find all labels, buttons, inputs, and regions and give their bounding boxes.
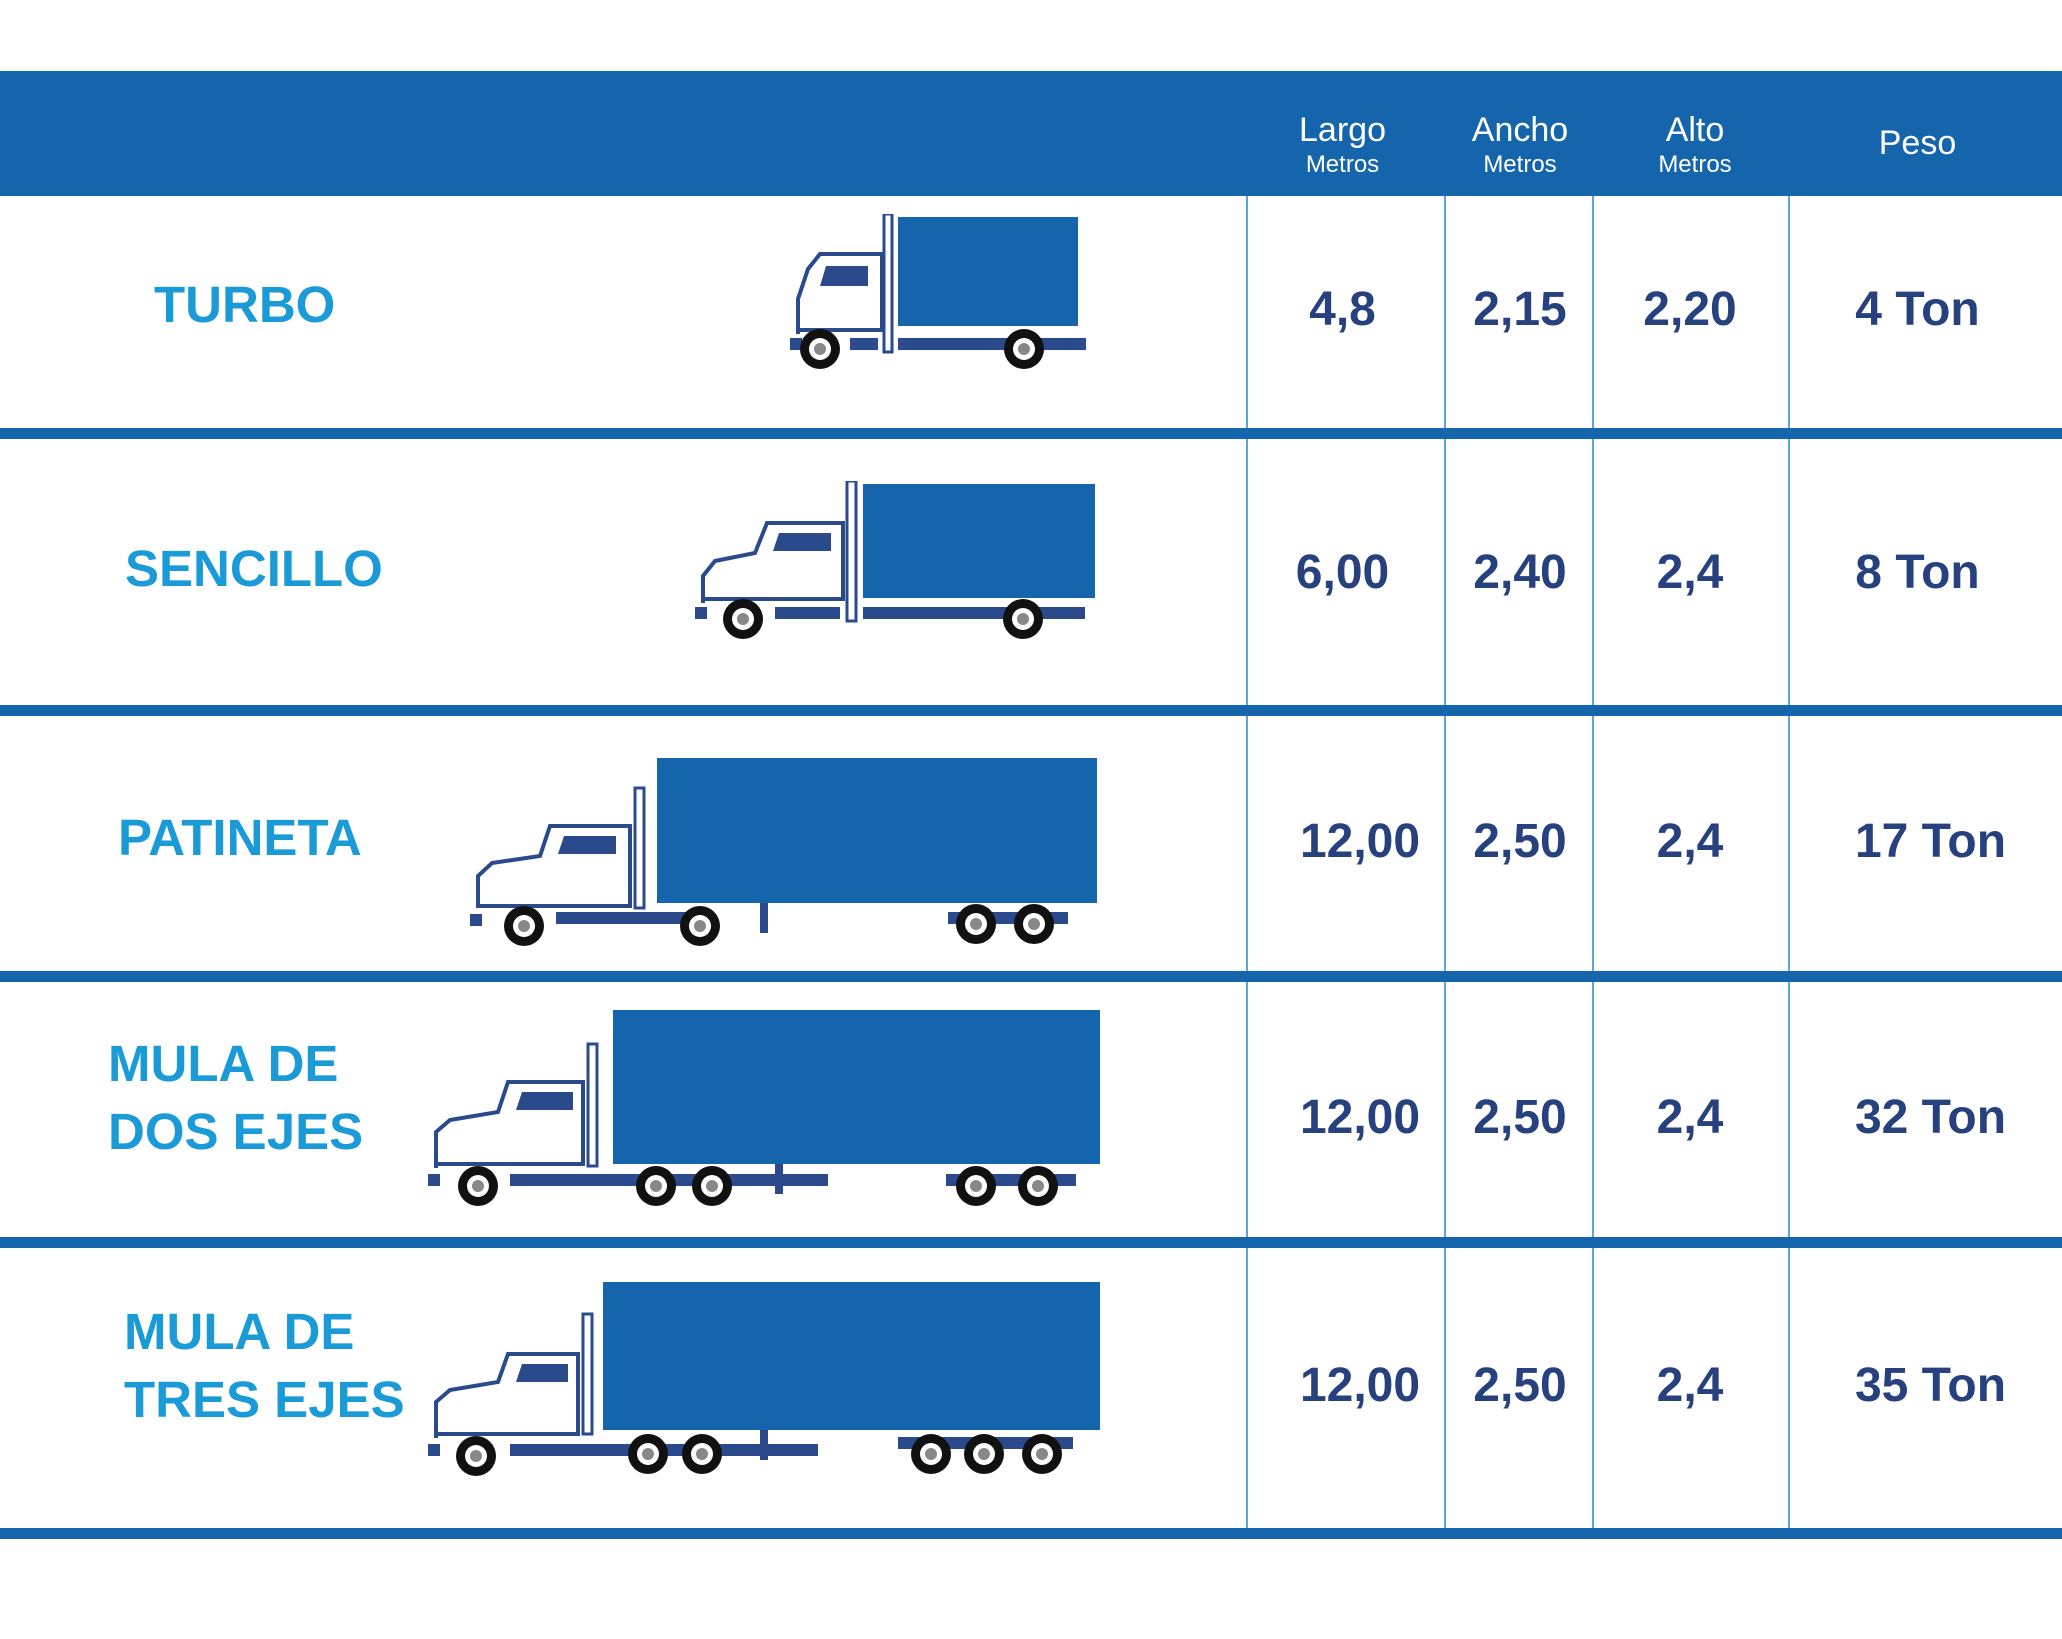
vehicle-name: TURBO: [154, 276, 336, 333]
header-alto: Alto Metros: [1658, 111, 1732, 178]
column-divider: [1444, 196, 1446, 1528]
vehicle-name: MULA DE TRES EJES: [124, 1303, 405, 1428]
peso-value: 8 Ton: [1855, 546, 1980, 599]
table-header: Largo Metros Ancho Metros Alto Metros Pe…: [0, 71, 2062, 196]
peso-value: 35 Ton: [1854, 1359, 2007, 1412]
vehicle-name: MULA DE DOS EJES: [108, 1035, 364, 1160]
header-ancho: Ancho Metros: [1471, 111, 1569, 178]
table-row: SENCILLO 6,00 2,40 2,4 8 Ton: [0, 439, 2062, 705]
ancho-value: 2,50: [1473, 1359, 1567, 1412]
table-row: PATINETA 12,00 2,50 2,4 17 Ton: [0, 716, 2062, 971]
largo-value: 12,00: [1299, 1359, 1421, 1412]
peso-value: 4 Ton: [1855, 283, 1980, 336]
vehicle-name: SENCILLO: [125, 540, 383, 597]
ancho-value: 2,15: [1473, 283, 1567, 336]
alto-value: 2,4: [1656, 1359, 1724, 1412]
ancho-value: 2,50: [1473, 1091, 1567, 1144]
semi-truck-icon: [428, 1282, 1100, 1476]
peso-value: 32 Ton: [1854, 1091, 2007, 1144]
alto-value: 2,4: [1656, 815, 1724, 868]
alto-value: 2,20: [1643, 283, 1737, 336]
alto-value: 2,4: [1656, 546, 1724, 599]
row-divider: [0, 1237, 2062, 1248]
column-divider: [1246, 196, 1248, 1528]
column-divider: [1788, 196, 1790, 1528]
header-peso: Peso: [1878, 124, 1957, 162]
box-truck-icon: [695, 481, 1095, 639]
ancho-value: 2,40: [1473, 546, 1567, 599]
row-divider: [0, 705, 2062, 716]
largo-value: 4,8: [1309, 283, 1376, 336]
row-divider: [0, 1528, 2062, 1539]
largo-value: 6,00: [1295, 546, 1390, 599]
semi-truck-icon: [428, 1010, 1100, 1206]
largo-value: 12,00: [1299, 1091, 1421, 1144]
column-divider: [1592, 196, 1594, 1528]
table-row: TURBO 4,8 2,15 2,20 4 Ton: [0, 196, 2062, 428]
box-truck-icon: [790, 214, 1086, 369]
row-divider: [0, 428, 2062, 439]
row-divider: [0, 971, 2062, 982]
table-row: MULA DE TRES EJES 12,00 2,50 2,4 35 Ton: [0, 1248, 2062, 1528]
vehicle-name: PATINETA: [118, 809, 362, 866]
alto-value: 2,4: [1656, 1091, 1724, 1144]
header-largo: Largo Metros: [1299, 111, 1386, 178]
table-row: MULA DE DOS EJES 12,00 2,50 2,4 32 Ton: [0, 982, 2062, 1237]
semi-truck-icon: [470, 758, 1097, 946]
ancho-value: 2,50: [1473, 815, 1567, 868]
peso-value: 17 Ton: [1854, 815, 2007, 868]
largo-value: 12,00: [1299, 815, 1421, 868]
